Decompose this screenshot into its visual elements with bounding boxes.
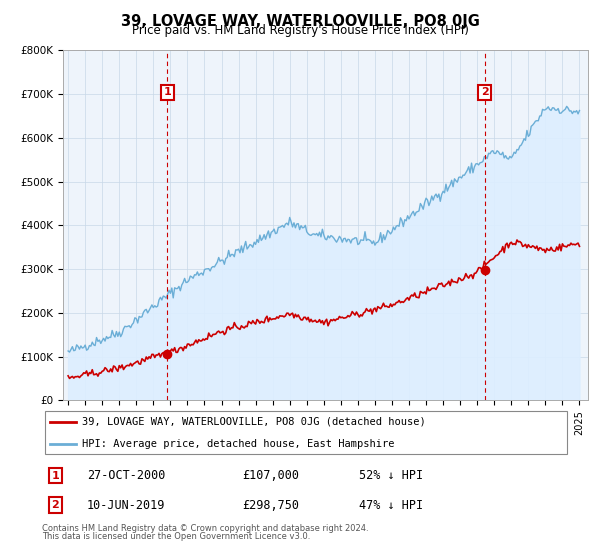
Text: HPI: Average price, detached house, East Hampshire: HPI: Average price, detached house, East… — [82, 438, 394, 449]
Text: 47% ↓ HPI: 47% ↓ HPI — [359, 498, 423, 512]
Text: 1: 1 — [52, 470, 59, 480]
Text: 10-JUN-2019: 10-JUN-2019 — [87, 498, 165, 512]
Text: £107,000: £107,000 — [242, 469, 299, 482]
Text: 52% ↓ HPI: 52% ↓ HPI — [359, 469, 423, 482]
Text: £298,750: £298,750 — [242, 498, 299, 512]
Text: 2: 2 — [52, 500, 59, 510]
FancyBboxPatch shape — [44, 410, 568, 455]
Text: 39, LOVAGE WAY, WATERLOOVILLE, PO8 0JG: 39, LOVAGE WAY, WATERLOOVILLE, PO8 0JG — [121, 14, 479, 29]
Text: Price paid vs. HM Land Registry's House Price Index (HPI): Price paid vs. HM Land Registry's House … — [131, 24, 469, 37]
Text: 1: 1 — [164, 87, 172, 97]
Text: This data is licensed under the Open Government Licence v3.0.: This data is licensed under the Open Gov… — [42, 532, 310, 541]
Text: 2: 2 — [481, 87, 488, 97]
Text: 27-OCT-2000: 27-OCT-2000 — [87, 469, 165, 482]
Text: Contains HM Land Registry data © Crown copyright and database right 2024.: Contains HM Land Registry data © Crown c… — [42, 524, 368, 533]
Text: 39, LOVAGE WAY, WATERLOOVILLE, PO8 0JG (detached house): 39, LOVAGE WAY, WATERLOOVILLE, PO8 0JG (… — [82, 417, 425, 427]
